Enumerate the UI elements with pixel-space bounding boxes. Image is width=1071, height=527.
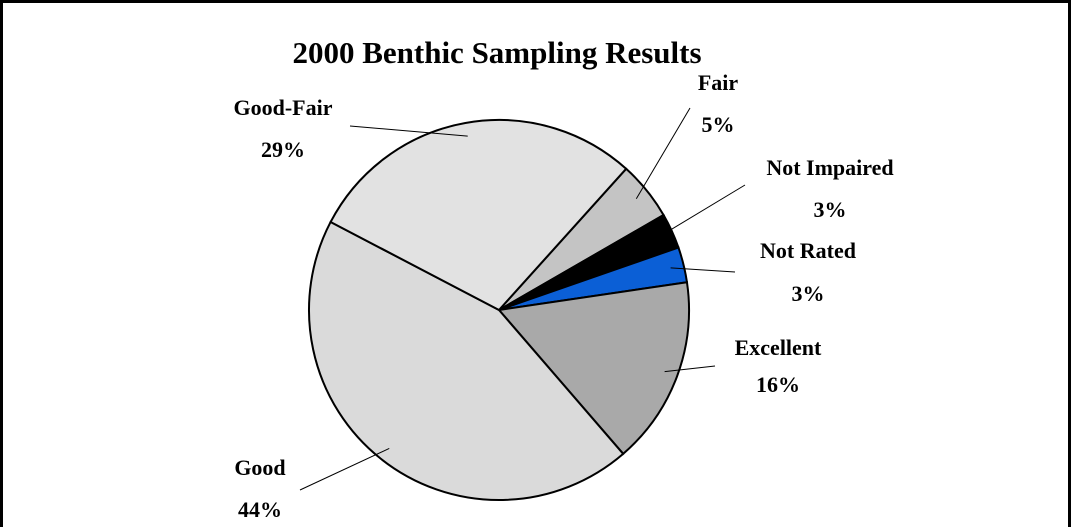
slice-label: Fair	[698, 70, 739, 95]
leader-line	[659, 184, 746, 237]
leader-line	[349, 125, 468, 137]
slice-value-label: 3%	[814, 197, 847, 222]
chart-title: 2000 Benthic Sampling Results	[292, 35, 701, 70]
leader-line	[664, 365, 716, 373]
pie-slice	[329, 119, 628, 312]
slice-value-label: 16%	[756, 372, 800, 397]
slice-label: Not Rated	[760, 238, 856, 263]
leader-line	[635, 107, 691, 200]
leader-line	[299, 448, 390, 491]
pie-slice	[497, 281, 690, 456]
leader-line	[670, 267, 736, 273]
pie-slice	[308, 220, 625, 501]
slice-label: Not Impaired	[766, 155, 893, 180]
slice-value-label: 5%	[702, 112, 735, 137]
slice-value-label: 3%	[792, 281, 825, 306]
slice-label: Good-Fair	[234, 95, 333, 120]
slice-label: Good	[234, 455, 285, 480]
slice-value-label: 29%	[261, 137, 305, 162]
slice-label: Excellent	[735, 335, 822, 360]
slice-value-label: 44%	[238, 497, 282, 522]
